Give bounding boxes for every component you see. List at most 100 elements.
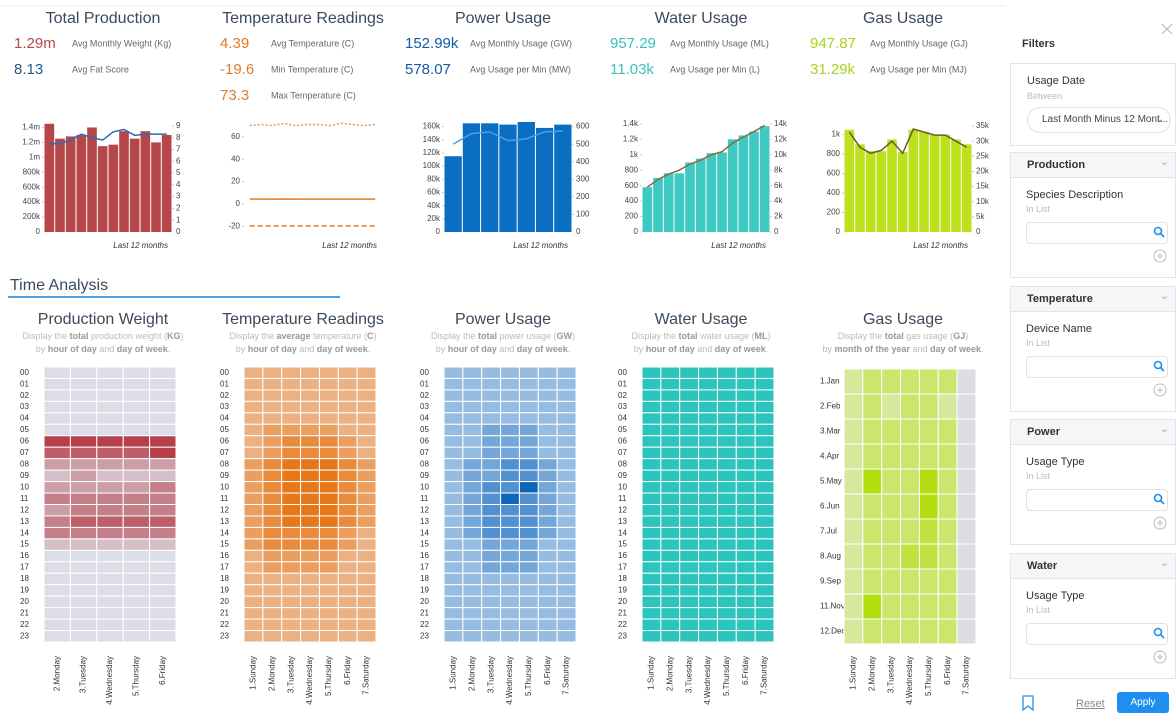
y2-tick-label: 5k <box>976 212 985 221</box>
bar <box>929 134 940 232</box>
list-input[interactable] <box>1026 622 1168 645</box>
heatmap-cell <box>862 568 883 595</box>
heatmap-cell <box>96 469 124 483</box>
row-label: 15 <box>618 540 627 549</box>
row-label: 10 <box>220 482 229 491</box>
add-icon[interactable] <box>1153 650 1167 667</box>
dropdown-chevron: ⌄ <box>1155 114 1164 125</box>
heatmap-cell <box>956 618 977 645</box>
bookmark-icon[interactable] <box>1022 695 1034 714</box>
add-icon[interactable] <box>1153 249 1167 266</box>
heatmap-cell <box>318 366 339 379</box>
section-header[interactable]: Water ⌄ <box>1010 552 1176 579</box>
heatmap-cell <box>735 412 756 425</box>
row-label: 12 <box>420 505 429 514</box>
heatmap-cell <box>641 630 662 643</box>
y-tick-label: 0 <box>634 227 639 236</box>
search-icon[interactable] <box>1153 493 1165 508</box>
heatmap-cell <box>149 469 177 483</box>
search-icon[interactable] <box>1153 627 1165 642</box>
bar <box>535 127 554 232</box>
heatmap-cell <box>556 469 577 483</box>
desc-part: Display the <box>631 331 678 341</box>
heatmap-cell <box>443 469 464 483</box>
heatmap-cell <box>149 607 177 620</box>
list-input[interactable] <box>1026 489 1168 511</box>
heatmap-cell <box>337 504 358 517</box>
heatmap-cell <box>660 561 681 574</box>
row-label: 22 <box>618 620 627 629</box>
row-label: 17 <box>420 563 429 572</box>
heatmap-cell <box>43 366 71 379</box>
bar <box>161 134 172 232</box>
heatmap-cell <box>356 607 377 620</box>
reset-button[interactable]: Reset <box>1076 698 1105 710</box>
row-label: 09 <box>420 471 429 480</box>
heatmap-cell <box>149 377 177 391</box>
kpi-value: 578.07 <box>405 61 451 78</box>
section-header[interactable]: Power ⌄ <box>1010 419 1176 445</box>
heatmap-cell <box>69 595 98 609</box>
heatmap-cell <box>679 572 700 586</box>
chevron: ⌄ <box>1159 556 1169 569</box>
desc-part: by <box>634 344 646 354</box>
y2-tick-label: 20k <box>976 167 990 176</box>
heatmap-cell <box>481 538 502 551</box>
bar <box>919 131 929 232</box>
heatmap-cell <box>462 458 483 471</box>
heatmap-cell <box>96 549 124 563</box>
close-icon[interactable] <box>1160 22 1174 36</box>
heatmap-cell <box>843 568 864 595</box>
heatmap-cell <box>443 481 464 494</box>
bar <box>674 173 685 232</box>
search-icon[interactable] <box>1153 360 1165 375</box>
field-label: Usage Type <box>1026 456 1085 468</box>
heatmap-cell <box>337 458 358 471</box>
bar <box>717 152 727 232</box>
heatmap-cell <box>243 595 264 609</box>
desc-part: hour of day <box>646 344 695 354</box>
desc-part: hour of day <box>248 344 297 354</box>
heatmap-cell <box>518 389 539 402</box>
list-input[interactable] <box>1026 222 1168 244</box>
section-header[interactable]: Temperature ⌄ <box>1010 285 1176 312</box>
desc-part: ) <box>181 331 184 341</box>
y-tick-label: 600 <box>827 169 841 178</box>
section-header[interactable]: Production ⌄ <box>1010 152 1176 178</box>
add-icon[interactable] <box>1153 516 1167 533</box>
heatmap-cell <box>900 543 920 570</box>
heatmap-title: Temperature Readings <box>222 311 384 328</box>
add-icon[interactable] <box>1153 383 1167 400</box>
heatmap-cell <box>356 618 377 632</box>
heatmap-cell <box>443 423 464 437</box>
list-input[interactable] <box>1026 355 1168 378</box>
bar <box>876 151 887 232</box>
y2-tick-label: 10k <box>774 150 788 159</box>
heatmap-cell <box>69 526 98 540</box>
heatmap-cell <box>481 435 502 448</box>
heatmap-cell <box>356 377 377 391</box>
y-tick-label: 40 <box>231 154 240 163</box>
desc-part: . <box>568 344 571 354</box>
heatmap-cell <box>462 366 483 379</box>
desc-part: temperature ( <box>311 331 368 341</box>
row-label: 01 <box>618 379 627 388</box>
heatmap-cell <box>481 469 502 483</box>
row-label: 17 <box>220 563 229 572</box>
apply-button[interactable]: Apply <box>1117 692 1169 713</box>
heatmap-cell <box>262 572 283 586</box>
heatmap-cell <box>281 492 302 505</box>
heatmap-cell <box>481 595 502 609</box>
heatmap-cell <box>956 418 977 445</box>
bar <box>55 138 65 232</box>
heatmap-cell <box>262 538 283 551</box>
heatmap-cell <box>318 423 339 437</box>
date-dropdown[interactable]: Last Month Minus 12 Mont... ⌄ <box>1027 107 1171 133</box>
heatmap-cell <box>754 561 775 574</box>
heatmap-desc: Display the total power usage (GW) <box>431 331 575 341</box>
heatmap-cell <box>556 630 577 643</box>
kpi-value: 31.29k <box>810 61 856 78</box>
heatmap-cell <box>537 446 558 460</box>
search-icon[interactable] <box>1153 226 1165 241</box>
desc-part: GW <box>557 331 573 341</box>
